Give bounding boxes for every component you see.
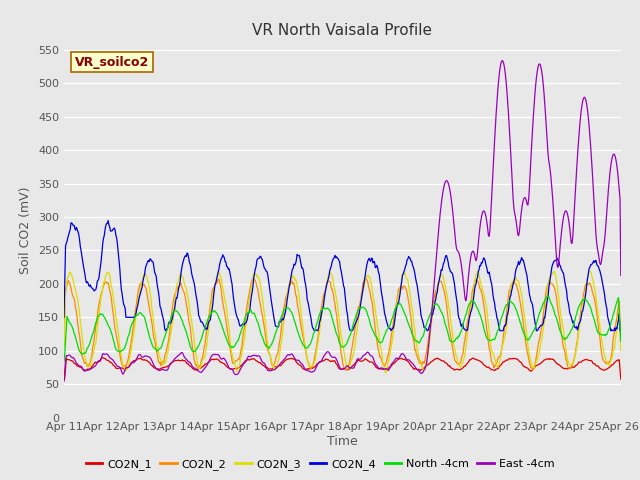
X-axis label: Time: Time	[327, 435, 358, 448]
Y-axis label: Soil CO2 (mV): Soil CO2 (mV)	[19, 187, 33, 274]
Title: VR North Vaisala Profile: VR North Vaisala Profile	[252, 23, 433, 38]
Legend: CO2N_1, CO2N_2, CO2N_3, CO2N_4, North -4cm, East -4cm: CO2N_1, CO2N_2, CO2N_3, CO2N_4, North -4…	[81, 455, 559, 474]
Text: VR_soilco2: VR_soilco2	[75, 56, 149, 69]
